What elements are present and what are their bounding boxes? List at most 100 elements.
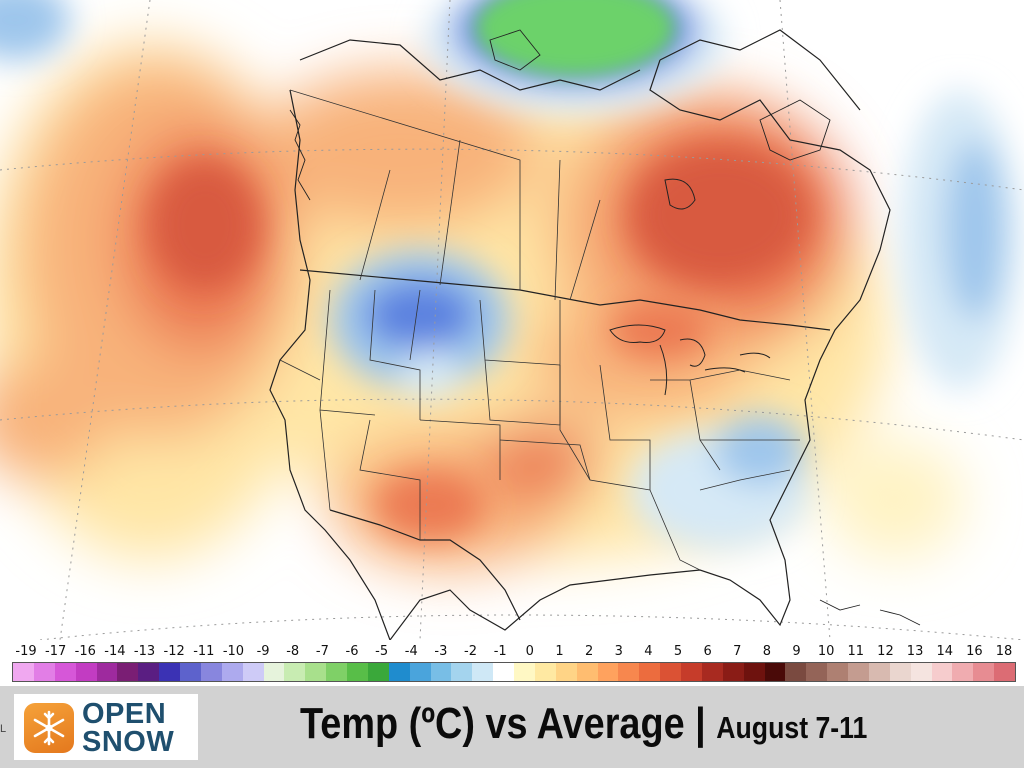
legend-tick-label: 4 [644,644,653,659]
legend-swatch [305,663,327,681]
legend-tick-labels: -19 -17 -16 -14 -13 -12 -11 -10 -9 -8 -7 -6 -5 -4 -3 -2… [12,640,1018,662]
legend-swatch [347,663,368,681]
green-anomaly-area [475,0,675,76]
legend-tick-label: 16 [966,644,983,659]
legend-swatch [743,663,765,681]
legend-swatch [910,663,932,681]
legend-tick-label: 18 [995,644,1013,659]
legend-swatch [430,663,452,681]
legend-swatch [806,663,828,681]
legend-swatch [96,663,118,681]
great-lakes [609,178,771,396]
edge-mark: L [0,723,7,735]
legend-swatch [367,663,389,681]
legend-swatch [576,663,598,681]
legend-tick-label: 14 [936,644,953,659]
legend-swatch [764,663,786,681]
legend-swatch [889,663,911,681]
legend-tick-label: -2 [464,644,478,659]
legend-tick-label: 8 [762,644,772,659]
legend-swatch [660,663,681,681]
footer-title: Temp (ºC) vs Average | August 7-11 [300,700,867,752]
legend-tick-label: -16 [74,644,96,659]
legend-swatch [681,663,702,681]
legend-swatch [180,663,201,681]
legend-swatch [827,663,848,681]
brand-name-snow: SNOW [82,726,175,758]
legend-tick-label: 12 [877,644,894,659]
legend-tick-label: 2 [584,644,594,659]
legend-tick-label: -17 [45,644,67,659]
legend-swatch [848,663,869,681]
legend-swatch [451,663,473,681]
legend-swatch [326,663,347,681]
legend-swatch [388,663,410,681]
legend-tick-label: 6 [703,644,712,659]
country-borders [269,29,891,640]
legend-color-bar [12,662,1016,682]
legend-tick-label: -3 [434,644,448,659]
legend-swatch [555,663,577,681]
legend-tick-label: 5 [673,644,683,659]
legend-swatch [973,663,995,681]
snowflake-icon [24,703,74,753]
brand-logo-box[interactable]: OPEN SNOW [14,694,198,760]
coastline-islands [289,29,921,626]
legend-tick-label: 13 [906,644,924,659]
legend-swatch [472,663,494,681]
legend-tick-label: 1 [555,644,564,659]
legend-swatch [263,663,285,681]
legend-swatch [493,663,514,681]
legend-tick-label: -1 [493,644,507,659]
legend-tick-label: -19 [15,644,37,659]
graticule-lines [0,0,1024,640]
legend-swatch [639,663,661,681]
legend-tick-label: -9 [256,644,270,659]
legend-swatch [994,663,1015,681]
legend-swatch [597,663,619,681]
legend-swatch [722,663,744,681]
legend-swatch [785,663,807,681]
legend-swatch [952,663,974,681]
legend-tick-label: 3 [614,644,623,659]
legend-tick-label: -10 [222,644,245,659]
legend-tick-label: 0 [525,644,534,659]
legend-swatch [13,663,34,681]
temperature-anomaly-map [0,0,1024,640]
legend-swatch [221,663,243,681]
legend-swatch [409,663,431,681]
legend-tick-label: -4 [404,644,418,659]
legend-tick-label: 9 [792,644,801,659]
legend-tick-label: -8 [286,644,300,659]
legend-tick-label: 11 [847,644,865,659]
legend-tick-label: -7 [315,644,329,659]
legend-swatch [242,663,264,681]
legend-swatch [200,663,222,681]
footer-banner: L OPEN SNOW Temp (ºC) vs Average | Augus… [0,686,1024,768]
legend-swatch [284,663,306,681]
legend-swatch [75,663,97,681]
legend-tick-label: -14 [104,644,126,659]
legend-tick-label: -5 [375,644,389,659]
legend-swatch [159,663,180,681]
brand-name-open: OPEN [82,698,167,730]
legend-swatch [534,663,556,681]
legend-swatch [117,663,139,681]
legend-swatch [701,663,723,681]
legend-swatch [618,663,640,681]
legend-swatch [868,663,890,681]
warm-anomaly-peaks [150,145,810,540]
legend-swatch [54,663,76,681]
state-province-borders [279,89,800,571]
title-main: Temp (ºC) vs Average | [300,699,706,748]
legend-tick-label: -12 [163,644,185,659]
legend-swatch [138,663,160,681]
legend-tick-label: -13 [133,644,156,659]
legend-swatch [33,663,55,681]
title-dates: August 7-11 [716,710,868,745]
legend-tick-label: -11 [193,644,215,659]
legend-swatch [514,663,535,681]
legend-tick-label: 7 [733,644,742,659]
legend-tick-label: -6 [345,644,359,659]
legend-tick-label: 10 [817,644,835,659]
